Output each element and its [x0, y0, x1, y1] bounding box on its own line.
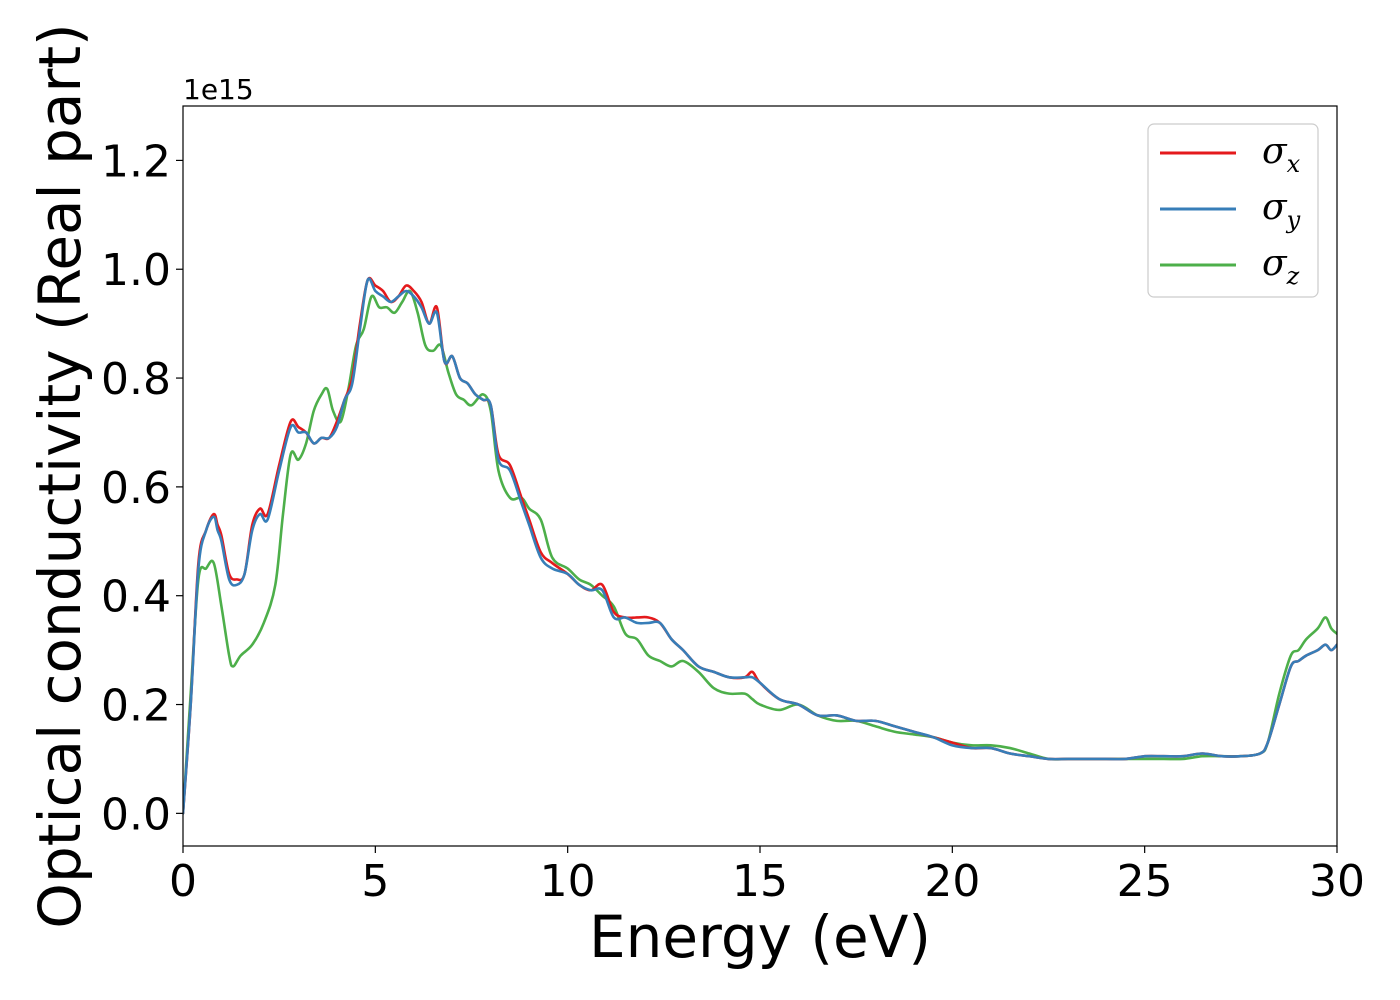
- legend-label-x: σx: [1262, 131, 1301, 178]
- y-tick-label: 1.2: [101, 136, 171, 187]
- series-layer: [183, 276, 1337, 815]
- y-tick-label: 0.4: [101, 572, 171, 623]
- x-tick-label: 20: [924, 856, 980, 907]
- y-axis: 0.0 0.2 0.4 0.6 0.8 1.0 1.2: [101, 136, 183, 840]
- y-tick-label: 0.8: [101, 354, 171, 405]
- y-offset-label: 1e15: [183, 73, 254, 106]
- x-tick-label: 15: [732, 856, 788, 907]
- x-axis: 0 5 10 15 20 25 30: [169, 846, 1365, 907]
- y-tick-label: 0.6: [101, 463, 171, 514]
- series-line-y: [183, 277, 1337, 815]
- x-tick-label: 0: [169, 856, 197, 907]
- y-tick-label: 1.0: [101, 245, 171, 296]
- y-axis-label: Optical conductivity (Real part): [26, 23, 94, 928]
- x-axis-label: Energy (eV): [589, 903, 931, 971]
- x-tick-label: 10: [540, 856, 596, 907]
- y-tick-label: 0.0: [101, 789, 171, 840]
- y-tick-label: 0.2: [101, 681, 171, 732]
- legend-label-y: σy: [1262, 187, 1301, 234]
- legend: σx σy σz: [1147, 123, 1319, 298]
- x-tick-label: 30: [1309, 856, 1365, 907]
- legend-label-z: σz: [1262, 243, 1300, 290]
- x-tick-label: 25: [1117, 856, 1173, 907]
- x-tick-label: 5: [361, 856, 389, 907]
